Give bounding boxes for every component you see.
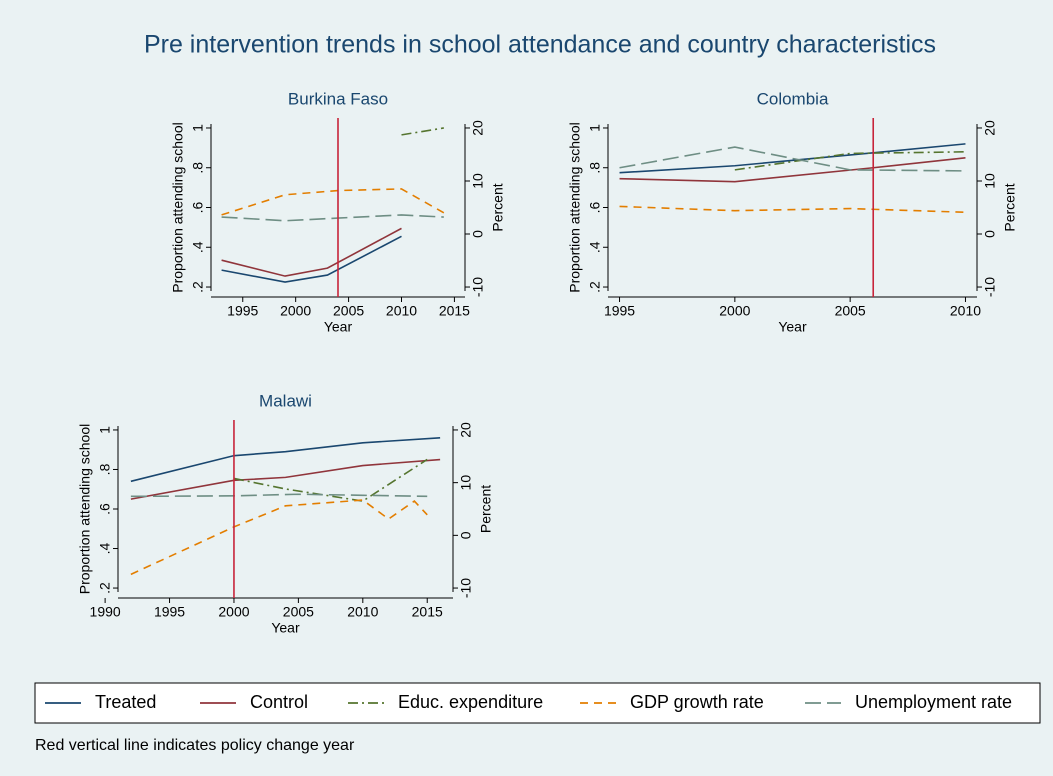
series-line bbox=[130, 437, 441, 483]
x-tick-label: 2000 bbox=[280, 303, 311, 319]
y2-axis-label: Percent bbox=[490, 183, 506, 231]
panel-title: Malawi bbox=[259, 391, 312, 410]
x-tick-label: 2010 bbox=[950, 303, 981, 319]
x-tick-label: 1995 bbox=[227, 303, 258, 319]
y-tick-label: .2 bbox=[587, 281, 603, 293]
y2-tick-label: 0 bbox=[458, 531, 474, 539]
series-line bbox=[221, 235, 402, 283]
panel-title: Colombia bbox=[757, 89, 829, 108]
y-tick-label: .2 bbox=[190, 281, 206, 293]
y2-tick-label: 10 bbox=[470, 173, 486, 189]
y-tick-label: 1 bbox=[587, 124, 603, 132]
y2-axis-label: Percent bbox=[478, 485, 494, 533]
y-tick-label: .8 bbox=[587, 162, 603, 174]
y-tick-label: .6 bbox=[97, 503, 113, 515]
y2-tick-label: -10 bbox=[470, 277, 486, 297]
y2-tick-label: -10 bbox=[458, 578, 474, 598]
series-line bbox=[221, 227, 402, 277]
legend-label: Unemployment rate bbox=[855, 692, 1012, 712]
x-tick-label: 2000 bbox=[218, 604, 249, 620]
y-tick-label: .2 bbox=[97, 582, 113, 594]
legend-label: Control bbox=[250, 692, 308, 712]
x-tick-label: 2005 bbox=[283, 604, 314, 620]
y-tick-label: .4 bbox=[587, 241, 603, 253]
x-tick-label: 2015 bbox=[412, 604, 443, 620]
series-line bbox=[619, 157, 966, 183]
y2-tick-label: 10 bbox=[982, 173, 998, 189]
y-tick-label: .8 bbox=[190, 162, 206, 174]
x-tick-label: 2010 bbox=[386, 303, 417, 319]
y-tick-label: .8 bbox=[97, 463, 113, 475]
y-axis-label: Proportion attending school bbox=[170, 122, 186, 292]
x-axis-label: Year bbox=[324, 319, 353, 335]
y-tick-label: 1 bbox=[97, 426, 113, 434]
x-axis-label: Year bbox=[778, 319, 807, 335]
legend-label: GDP growth rate bbox=[630, 692, 764, 712]
series-line bbox=[233, 458, 428, 502]
y-axis-label: Proportion attending school bbox=[567, 122, 583, 292]
series-line bbox=[130, 493, 428, 498]
y2-tick-label: 20 bbox=[982, 120, 998, 136]
y2-tick-label: 20 bbox=[458, 422, 474, 438]
series-line bbox=[130, 458, 441, 500]
panel-title: Burkina Faso bbox=[288, 89, 388, 108]
note: Red vertical line indicates policy chang… bbox=[35, 737, 355, 754]
x-tick-label: 2015 bbox=[439, 303, 470, 319]
y2-tick-label: 0 bbox=[982, 230, 998, 238]
x-tick-label: 1990 bbox=[90, 604, 121, 620]
y-tick-label: .4 bbox=[190, 241, 206, 253]
figure-title: Pre intervention trends in school attend… bbox=[144, 31, 936, 59]
legend-label: Educ. expenditure bbox=[398, 692, 543, 712]
legend-label: Treated bbox=[95, 692, 156, 712]
y-tick-label: 1 bbox=[190, 124, 206, 132]
y2-axis-label: Percent bbox=[1002, 183, 1018, 231]
x-tick-label: 1995 bbox=[604, 303, 635, 319]
x-tick-label: 2000 bbox=[719, 303, 750, 319]
y2-tick-label: 10 bbox=[458, 475, 474, 491]
x-tick-label: 2005 bbox=[835, 303, 866, 319]
y2-tick-label: -10 bbox=[982, 277, 998, 297]
x-tick-label: 2005 bbox=[333, 303, 364, 319]
y-tick-label: .4 bbox=[97, 542, 113, 554]
series-line bbox=[401, 127, 444, 136]
y-tick-label: .6 bbox=[190, 201, 206, 213]
series-line bbox=[619, 205, 966, 214]
y-tick-label: .6 bbox=[587, 201, 603, 213]
series-line bbox=[619, 146, 966, 172]
x-axis-label: Year bbox=[271, 620, 300, 636]
x-tick-label: 1995 bbox=[154, 604, 185, 620]
x-tick-label: 2010 bbox=[347, 604, 378, 620]
y2-tick-label: 20 bbox=[470, 120, 486, 136]
y2-tick-label: 0 bbox=[470, 230, 486, 238]
y-axis-label: Proportion attending school bbox=[77, 424, 93, 594]
